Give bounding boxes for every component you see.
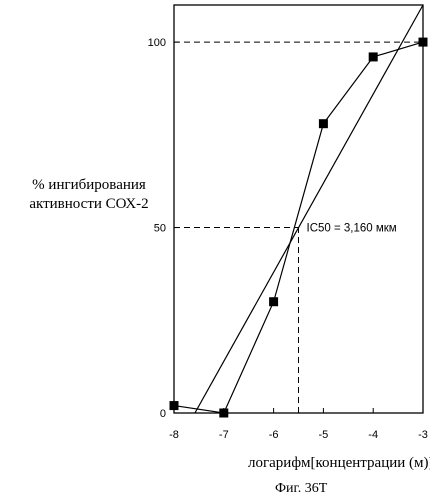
x-tick-label: -4 <box>368 429 378 441</box>
tick-labels: -8 -7 -6 -5 -4 -3 0 50 100 <box>148 37 428 441</box>
ic50-annotation: IC50 = 3,160 мкм <box>307 223 397 235</box>
fit-line <box>195 5 423 413</box>
y-axis-label-line-1: % ингибирования <box>14 176 164 195</box>
x-tick-label: -5 <box>319 429 329 441</box>
annotations: IC50 = 3,160 мкм <box>307 223 397 235</box>
x-axis-label: логарифм[концентрации (м)] <box>248 455 430 472</box>
x-tick-label: -3 <box>418 429 428 441</box>
data-point <box>319 119 328 128</box>
y-tick-label: 0 <box>160 408 166 420</box>
y-axis-label-line-2: активности СОХ-2 <box>14 195 164 214</box>
y-tick-label: 100 <box>148 37 166 49</box>
y-axis-label: % ингибирования активности СОХ-2 <box>14 176 164 214</box>
y-tick-label: 50 <box>154 223 166 235</box>
figure-caption: Фиг. 36Т <box>275 481 327 497</box>
x-tick-label: -6 <box>269 429 279 441</box>
data-point <box>269 297 278 306</box>
data-point <box>419 38 428 47</box>
x-tick-label: -7 <box>219 429 229 441</box>
fit-line-group <box>195 5 423 413</box>
data-point <box>219 409 228 418</box>
data-point <box>369 52 378 61</box>
x-tick-label: -8 <box>169 429 179 441</box>
data-point <box>170 401 179 410</box>
